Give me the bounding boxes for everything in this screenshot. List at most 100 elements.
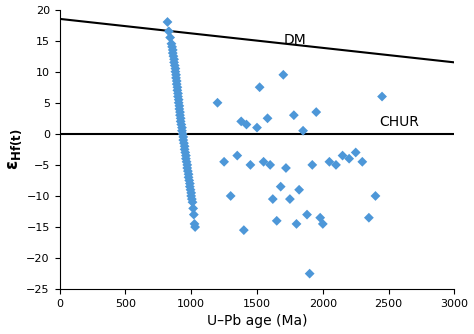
Point <box>185 178 193 183</box>
Point <box>237 119 245 124</box>
Point <box>282 165 290 171</box>
Point <box>286 196 294 202</box>
Point <box>280 72 287 77</box>
Point <box>175 100 182 106</box>
Point <box>187 190 195 195</box>
Point <box>256 85 264 90</box>
Point <box>332 162 340 168</box>
Point <box>306 271 313 276</box>
Text: CHUR: CHUR <box>379 115 419 129</box>
Point <box>243 122 250 127</box>
Point <box>183 159 191 164</box>
Point <box>260 159 267 164</box>
Point <box>177 119 184 124</box>
Point <box>187 193 195 199</box>
Point <box>164 19 171 25</box>
Point <box>273 218 281 223</box>
Point <box>316 215 324 220</box>
Point <box>174 91 182 96</box>
Point <box>172 66 179 71</box>
Point <box>264 116 271 121</box>
Point <box>220 159 228 164</box>
Point <box>165 29 173 34</box>
Point <box>372 193 379 199</box>
Point <box>326 159 333 164</box>
Point <box>269 196 277 202</box>
Point <box>188 196 196 202</box>
Text: DM: DM <box>283 33 306 47</box>
Point <box>178 125 186 130</box>
Point <box>277 184 284 189</box>
Point <box>174 94 182 99</box>
Point <box>214 100 221 106</box>
Point <box>352 150 359 155</box>
Point <box>170 53 177 59</box>
Point <box>190 212 198 217</box>
Point <box>358 159 366 164</box>
Point <box>346 156 353 161</box>
Point <box>246 162 254 168</box>
Point <box>175 97 182 102</box>
Point <box>180 137 187 143</box>
Point <box>191 224 199 230</box>
Point <box>299 128 307 133</box>
Point <box>187 187 194 192</box>
Point <box>175 106 183 112</box>
Point <box>171 63 179 68</box>
Point <box>365 215 373 220</box>
Point <box>173 81 181 87</box>
Point <box>186 181 194 186</box>
Point <box>181 147 188 152</box>
Point <box>184 168 191 174</box>
Point <box>169 47 176 53</box>
Point <box>173 85 181 90</box>
Point <box>166 35 174 40</box>
Point <box>176 113 184 118</box>
Point <box>178 122 185 127</box>
Point <box>172 72 180 77</box>
Point <box>170 56 178 62</box>
Point <box>378 94 386 99</box>
Point <box>185 172 192 177</box>
Point <box>189 199 196 205</box>
Point <box>319 221 327 226</box>
Point <box>175 103 183 109</box>
Point <box>186 184 194 189</box>
Point <box>234 153 241 158</box>
Point <box>295 187 303 192</box>
Point <box>183 162 191 168</box>
Point <box>173 88 181 93</box>
Point <box>183 165 191 171</box>
Point <box>178 128 186 133</box>
Point <box>173 78 181 84</box>
Point <box>168 41 175 46</box>
Point <box>172 69 179 74</box>
Point <box>176 110 184 115</box>
Point <box>191 221 198 226</box>
Point <box>253 125 261 130</box>
Y-axis label: $\mathbf{\varepsilon}_{\mathbf{Hf(t)}}$: $\mathbf{\varepsilon}_{\mathbf{Hf(t)}}$ <box>6 129 24 170</box>
Point <box>293 221 301 226</box>
Point <box>190 206 197 211</box>
Point <box>185 175 192 180</box>
X-axis label: U–Pb age (Ma): U–Pb age (Ma) <box>207 314 307 328</box>
Point <box>182 156 190 161</box>
Point <box>182 153 190 158</box>
Point <box>172 75 180 80</box>
Point <box>181 144 188 149</box>
Point <box>180 141 188 146</box>
Point <box>312 110 320 115</box>
Point <box>240 227 247 233</box>
Point <box>169 50 176 56</box>
Point <box>170 60 178 65</box>
Point <box>309 162 316 168</box>
Point <box>227 193 235 199</box>
Point <box>290 113 298 118</box>
Point <box>179 131 186 137</box>
Point <box>303 212 311 217</box>
Point <box>266 162 274 168</box>
Point <box>182 150 189 155</box>
Point <box>180 134 187 140</box>
Point <box>177 116 184 121</box>
Point <box>168 44 176 49</box>
